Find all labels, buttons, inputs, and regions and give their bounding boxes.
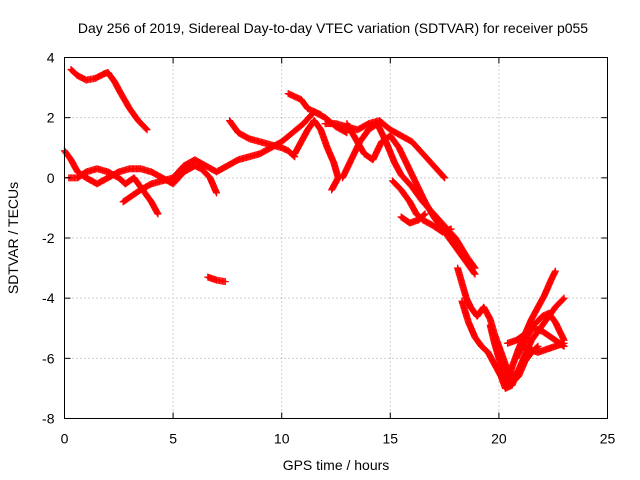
y-tick-label: -6 (42, 350, 55, 366)
x-tick-label: 20 (491, 431, 507, 447)
data-point (213, 189, 221, 197)
y-tick-label: -4 (42, 290, 55, 306)
data-points (61, 66, 568, 392)
series-track-11 (343, 120, 479, 278)
data-point (317, 111, 325, 119)
data-point (551, 267, 559, 275)
data-point (471, 270, 479, 278)
series-track-5 (204, 273, 229, 286)
series-track-8 (291, 117, 342, 194)
x-tick-label: 5 (169, 431, 177, 447)
y-axis-label: SDTVAR / TECUs (5, 182, 21, 294)
data-point (221, 278, 229, 286)
series-track-18 (517, 339, 568, 356)
x-tick-label: 10 (274, 431, 290, 447)
data-point (470, 269, 478, 277)
data-point (142, 125, 150, 133)
x-tick-label: 25 (600, 431, 616, 447)
data-point (534, 342, 542, 350)
data-point (328, 186, 336, 194)
data-point (559, 295, 567, 303)
data-point (560, 336, 568, 344)
x-tick-label: 0 (61, 431, 69, 447)
chart-title: Day 256 of 2019, Sidereal Day-to-day VTE… (78, 20, 588, 36)
axis-ticks: 0 5 10 15 20 25 -8 -6 -4 -2 0 2 4 (42, 50, 615, 447)
series-track-7 (284, 90, 325, 119)
y-tick-label: 0 (47, 170, 55, 186)
data-point (421, 210, 429, 218)
x-tick-label: 15 (383, 431, 399, 447)
data-point (154, 210, 162, 218)
y-tick-label: 4 (47, 50, 55, 66)
x-axis-label: GPS time / hours (283, 457, 390, 473)
data-point (447, 225, 455, 233)
series-track-12 (388, 177, 455, 236)
series-track-19 (512, 309, 568, 362)
y-tick-label: -8 (42, 411, 55, 427)
data-point (440, 173, 448, 181)
data-point (143, 126, 151, 134)
series-track-13 (397, 210, 429, 227)
series-track-6 (226, 117, 299, 161)
y-tick-label: 2 (47, 110, 55, 126)
series-track-9 (321, 117, 449, 182)
data-point (441, 174, 449, 182)
data-point (560, 294, 568, 302)
series-track-1 (67, 66, 151, 134)
y-tick-label: -2 (42, 230, 55, 246)
data-point (420, 211, 428, 219)
